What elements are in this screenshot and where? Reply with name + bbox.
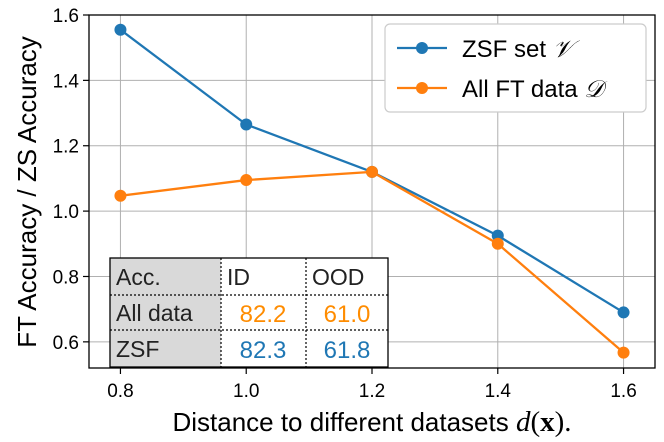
series-1-point <box>617 346 630 359</box>
y-axis-label: FT Accuracy / ZS Accuracy <box>12 36 42 348</box>
series-0-point <box>617 306 630 319</box>
series-1-point <box>240 174 253 187</box>
table-cell-zsf-ood: 61.8 <box>324 337 371 364</box>
table-header-bg <box>221 258 388 295</box>
x-axis-label-open: ( <box>530 406 540 438</box>
y-tick-label: 1.4 <box>53 71 80 92</box>
x-tick-label: 1.0 <box>233 381 259 402</box>
y-tick-label: 0.6 <box>53 333 79 354</box>
legend-box <box>384 23 647 113</box>
x-axis-label-text: Distance to different datasets <box>172 407 516 437</box>
table-header-cell-bg <box>110 258 221 295</box>
table-row-label-zsf: ZSF <box>116 336 159 362</box>
x-tick-label: 1.4 <box>485 381 512 402</box>
accuracy-table: Acc. ID OOD All data 82.2 61.0 ZSF 82.3 … <box>109 257 389 368</box>
x-axis-label-close: ). <box>555 406 572 438</box>
x-axis-label-arg: x <box>540 406 555 438</box>
legend: ZSF set 𝒱 All FT data 𝒟 <box>384 23 647 113</box>
x-tick-label: 0.8 <box>107 381 133 402</box>
x-axis-label-func: d <box>516 406 531 438</box>
ticks: 0.8 1.0 1.2 1.4 1.6 0.6 0.8 1.0 1.2 1.4 1.6 <box>53 6 637 402</box>
table-cell-all-data-ood: 61.0 <box>324 301 371 328</box>
x-axis-label: Distance to different datasets d(x). <box>172 406 571 438</box>
x-tick-label: 1.2 <box>359 381 385 402</box>
x-tick-label: 1.6 <box>610 381 636 402</box>
series-1-point <box>491 237 504 250</box>
y-tick-label: 1.2 <box>53 137 79 158</box>
series-1-point <box>114 189 127 202</box>
table-border <box>109 257 389 368</box>
series-layer <box>114 23 630 359</box>
table-body-bg <box>221 295 388 367</box>
legend-marker-all-ft <box>416 82 428 94</box>
table-cell-zsf-id: 82.3 <box>240 337 287 364</box>
legend-label-all-ft: All FT data 𝒟 <box>462 76 608 103</box>
series-1-point <box>366 165 378 178</box>
table-cell-all-data-id: 82.2 <box>240 301 287 328</box>
table-header-id: ID <box>227 264 250 290</box>
table-header-acc: Acc. <box>116 264 161 290</box>
y-tick-label: 1.0 <box>53 202 79 223</box>
table-row-label-bg <box>110 295 221 330</box>
table-row-label-bg <box>110 330 221 367</box>
series-0-point <box>114 23 127 36</box>
y-tick-label: 1.6 <box>53 6 79 27</box>
series-0-point <box>240 118 253 131</box>
legend-label-all-ft-text: All FT data <box>462 76 584 103</box>
table-row-label-all-data: All data <box>116 300 193 326</box>
table-header-ood: OOD <box>312 264 364 290</box>
legend-marker-zsf <box>416 42 428 54</box>
legend-label-zsf: ZSF set 𝒱 <box>462 36 581 63</box>
y-tick-label: 0.8 <box>53 267 79 288</box>
legend-label-zsf-text: ZSF set <box>462 36 553 63</box>
